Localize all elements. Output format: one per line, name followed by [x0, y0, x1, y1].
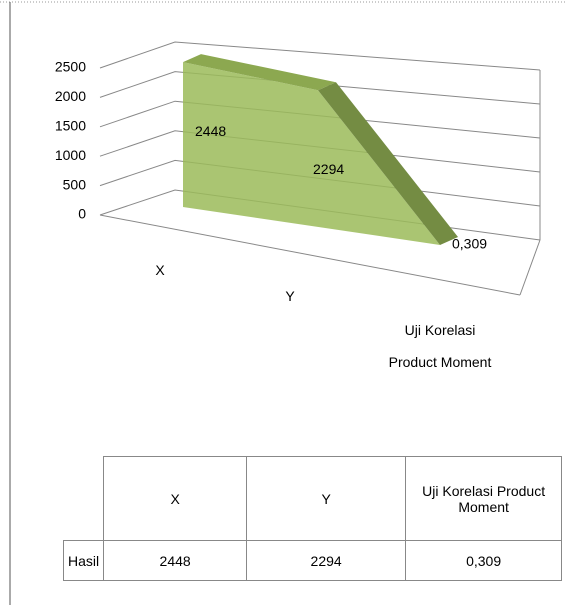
grid-line [99, 71, 541, 105]
area-front [183, 62, 440, 245]
table-header: Y [246, 456, 407, 541]
table-header: Uji Korelasi Product Moment [405, 456, 563, 541]
grid-line [99, 100, 541, 139]
x-tick-label: X [155, 262, 165, 278]
y-tick-label: 2500 [55, 59, 86, 75]
y-tick-label: 0 [78, 206, 86, 222]
table-value: 2448 [103, 540, 248, 581]
corner-cell [63, 456, 105, 541]
area-top-face [183, 54, 336, 91]
y-tick-label: 1500 [55, 118, 86, 134]
floor-front [99, 214, 521, 296]
data-label: 2294 [313, 161, 344, 177]
grid-line [99, 130, 541, 173]
area-top-face [318, 82, 458, 245]
y-tick-label: 2000 [55, 88, 86, 104]
data-label: 2448 [195, 123, 226, 139]
x-tick-label: Y [285, 288, 295, 304]
row-header: Hasil [62, 540, 105, 581]
floor-right [519, 239, 541, 296]
x-tick-label: Uji Korelasi Product Moment [388, 322, 492, 370]
y-tick-label: 1000 [55, 147, 86, 163]
table-value: 2294 [246, 540, 407, 581]
data-label: 0,309 [452, 236, 487, 252]
table-value: 0,309 [405, 540, 563, 581]
table-header: X [103, 456, 248, 541]
data-table: X Y Uji Korelasi Product Moment Hasil 24… [62, 456, 563, 581]
y-tick-label: 500 [63, 176, 87, 192]
grid-line [99, 41, 541, 71]
